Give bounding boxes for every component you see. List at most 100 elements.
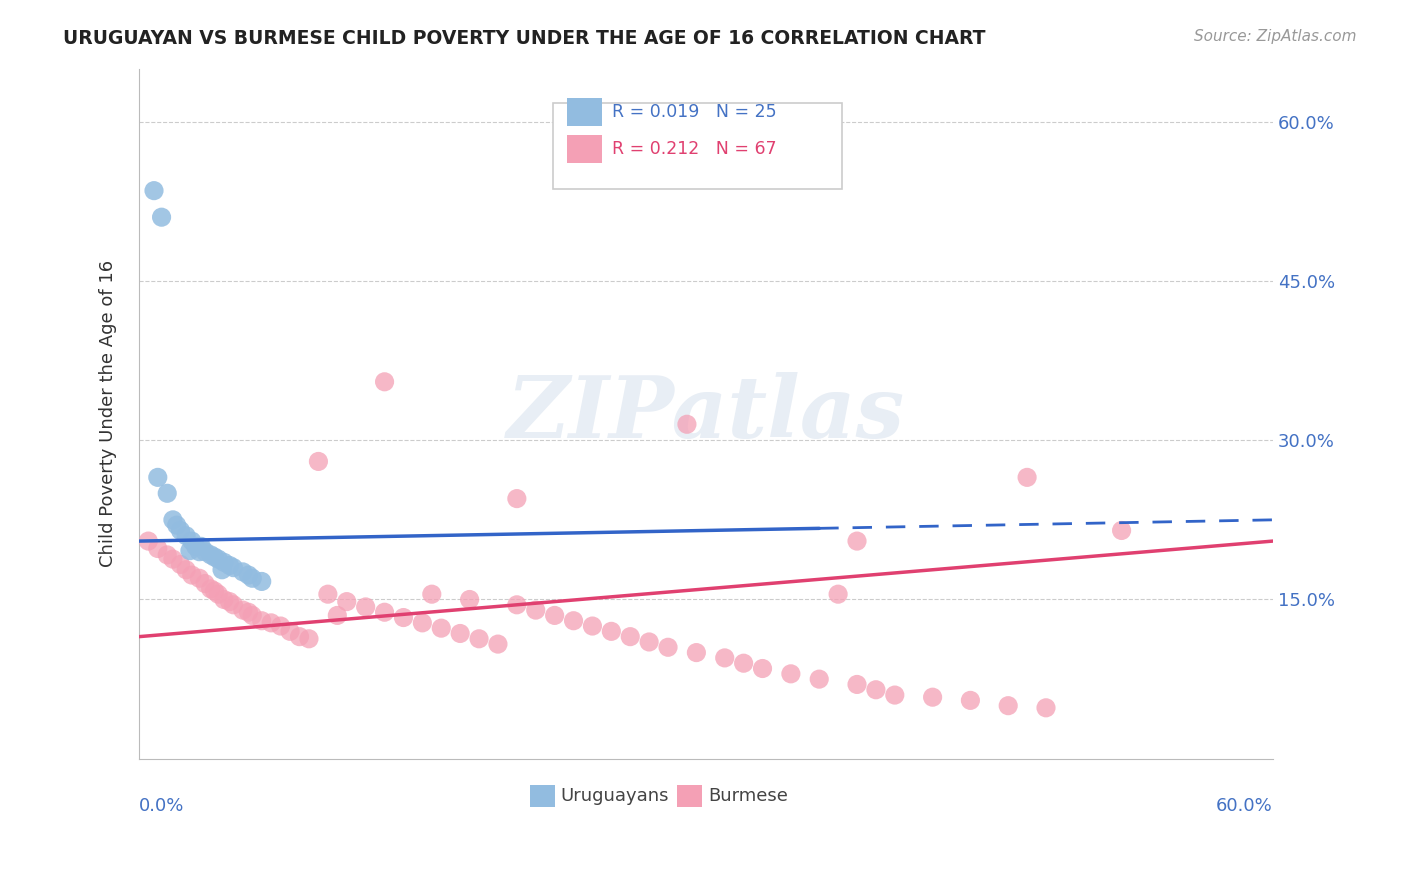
Point xyxy=(174,563,197,577)
Point xyxy=(865,682,887,697)
Point xyxy=(156,486,179,500)
Point xyxy=(524,603,547,617)
Point xyxy=(468,632,491,646)
Point xyxy=(222,598,245,612)
FancyBboxPatch shape xyxy=(568,98,602,126)
Text: Uruguayans: Uruguayans xyxy=(561,787,669,805)
Point xyxy=(921,690,943,705)
Text: 60.0%: 60.0% xyxy=(1216,797,1272,814)
Point xyxy=(146,541,169,556)
Point xyxy=(846,534,869,549)
Point xyxy=(619,630,641,644)
Point xyxy=(685,646,707,660)
Point xyxy=(162,552,184,566)
Text: ZIPatlas: ZIPatlas xyxy=(506,372,905,456)
Text: Burmese: Burmese xyxy=(709,787,787,805)
Point xyxy=(288,630,311,644)
Point xyxy=(138,534,160,549)
Point xyxy=(260,615,283,630)
Point xyxy=(486,637,509,651)
Point xyxy=(238,605,260,619)
Point xyxy=(162,513,184,527)
Point xyxy=(166,518,188,533)
Y-axis label: Child Poverty Under the Age of 16: Child Poverty Under the Age of 16 xyxy=(100,260,117,567)
FancyBboxPatch shape xyxy=(568,136,602,163)
Point xyxy=(179,543,201,558)
Point xyxy=(190,540,212,554)
Point xyxy=(150,210,173,224)
Point xyxy=(808,672,831,686)
Point xyxy=(506,598,529,612)
Point xyxy=(169,558,191,572)
Point xyxy=(506,491,529,506)
Text: 0.0%: 0.0% xyxy=(139,797,184,814)
Point xyxy=(883,688,905,702)
Point xyxy=(232,603,254,617)
Text: R = 0.019   N = 25: R = 0.019 N = 25 xyxy=(612,103,776,121)
Point xyxy=(218,594,240,608)
Point xyxy=(581,619,603,633)
Point xyxy=(420,587,443,601)
Point xyxy=(211,563,233,577)
Point xyxy=(600,624,623,639)
Point xyxy=(374,375,396,389)
Point xyxy=(194,545,217,559)
Point xyxy=(240,608,263,623)
Point xyxy=(146,470,169,484)
Point xyxy=(354,599,377,614)
Point xyxy=(326,608,349,623)
Point xyxy=(316,587,339,601)
Point xyxy=(374,605,396,619)
Point xyxy=(222,560,245,574)
Point xyxy=(207,552,229,566)
Point xyxy=(1017,470,1039,484)
Point xyxy=(638,635,661,649)
Point xyxy=(180,534,202,549)
Point xyxy=(232,565,254,579)
Point xyxy=(270,619,292,633)
Text: URUGUAYAN VS BURMESE CHILD POVERTY UNDER THE AGE OF 16 CORRELATION CHART: URUGUAYAN VS BURMESE CHILD POVERTY UNDER… xyxy=(63,29,986,47)
Point xyxy=(204,584,226,599)
Point xyxy=(959,693,981,707)
Point xyxy=(169,524,191,538)
Point xyxy=(733,657,755,671)
Point xyxy=(1111,524,1133,538)
Point xyxy=(200,548,222,562)
Point xyxy=(188,571,211,585)
Point xyxy=(751,661,773,675)
Point xyxy=(212,555,235,569)
Point xyxy=(392,610,415,624)
FancyBboxPatch shape xyxy=(678,785,703,807)
Point xyxy=(207,587,229,601)
Point xyxy=(336,594,359,608)
Point xyxy=(184,540,207,554)
Point xyxy=(449,626,471,640)
Point xyxy=(212,592,235,607)
Point xyxy=(298,632,321,646)
Point xyxy=(194,576,217,591)
Point xyxy=(156,548,179,562)
Point xyxy=(238,568,260,582)
FancyBboxPatch shape xyxy=(530,785,555,807)
Point xyxy=(676,417,699,432)
Point xyxy=(562,614,585,628)
Point xyxy=(657,640,679,655)
Text: R = 0.212   N = 67: R = 0.212 N = 67 xyxy=(612,140,776,158)
Text: Source: ZipAtlas.com: Source: ZipAtlas.com xyxy=(1194,29,1357,44)
Point xyxy=(200,582,222,596)
Point xyxy=(846,677,869,691)
Point xyxy=(188,545,211,559)
Point xyxy=(713,651,735,665)
Point xyxy=(997,698,1019,713)
Point xyxy=(411,615,433,630)
Point xyxy=(204,549,226,564)
Point xyxy=(827,587,849,601)
FancyBboxPatch shape xyxy=(553,103,842,189)
Point xyxy=(240,571,263,585)
Point xyxy=(174,529,197,543)
Point xyxy=(143,184,166,198)
Point xyxy=(250,614,273,628)
Point xyxy=(430,621,453,635)
Point xyxy=(1035,701,1057,715)
Point xyxy=(250,574,273,589)
